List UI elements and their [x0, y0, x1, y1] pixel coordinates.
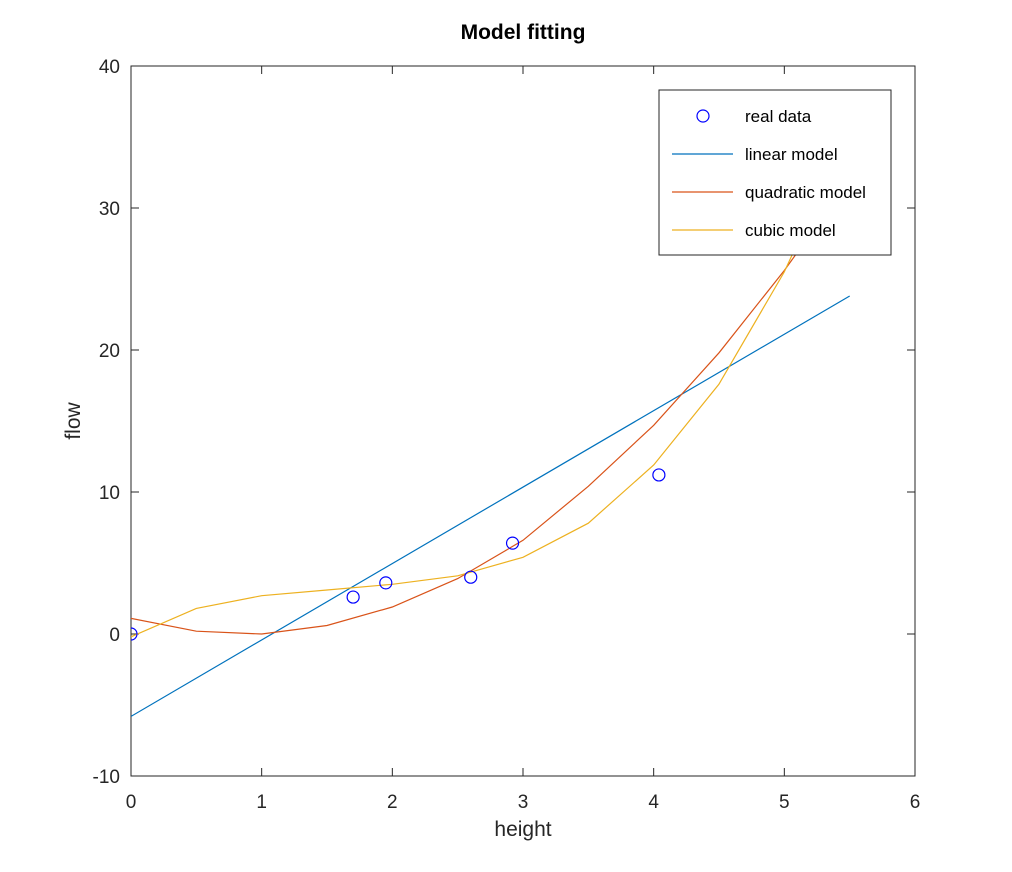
chart-title: Model fitting [461, 21, 586, 44]
y-tick-label: 30 [99, 199, 120, 220]
legend-swatch-real-data [696, 109, 710, 123]
x-tick-label: 6 [910, 792, 921, 813]
legend-label-quadratic-model: quadratic model [745, 183, 866, 202]
legend-label-real-data: real data [745, 107, 812, 126]
legend-label-cubic-model: cubic model [745, 221, 836, 240]
x-tick-label: 1 [256, 792, 267, 813]
data-point-real-data [379, 576, 393, 590]
series-lines [131, 129, 851, 717]
data-point-real-data [505, 536, 520, 550]
x-axis-label: height [494, 818, 551, 841]
y-axis-label: flow [62, 402, 85, 440]
y-tick-label: 0 [109, 625, 120, 646]
y-tick-label: 10 [99, 483, 120, 504]
y-tick-label: 40 [99, 57, 120, 78]
legend-items: real data linear model quadratic model cubi… [672, 107, 866, 240]
x-tick-label: 0 [126, 792, 137, 813]
series-line-quadratic-model [131, 179, 851, 635]
data-point-real-data [464, 570, 478, 584]
y-tick-label: -10 [93, 767, 120, 788]
data-point-real-data [131, 627, 138, 641]
x-tick-label: 5 [779, 792, 790, 813]
x-tick-label: 3 [518, 792, 529, 813]
y-tick-label: 20 [99, 341, 120, 362]
series-markers [131, 468, 666, 641]
axis-ticks: 0 1 2 3 4 5 6 -10 0 10 20 30 40 [93, 57, 921, 813]
x-tick-label: 4 [648, 792, 659, 813]
data-point-real-data [652, 468, 666, 482]
data-point-real-data [346, 590, 360, 604]
legend: real data linear model quadratic model cubi… [658, 89, 892, 256]
series-line-cubic-model [131, 129, 851, 638]
x-tick-label: 2 [387, 792, 398, 813]
legend-label-linear-model: linear model [745, 145, 838, 164]
